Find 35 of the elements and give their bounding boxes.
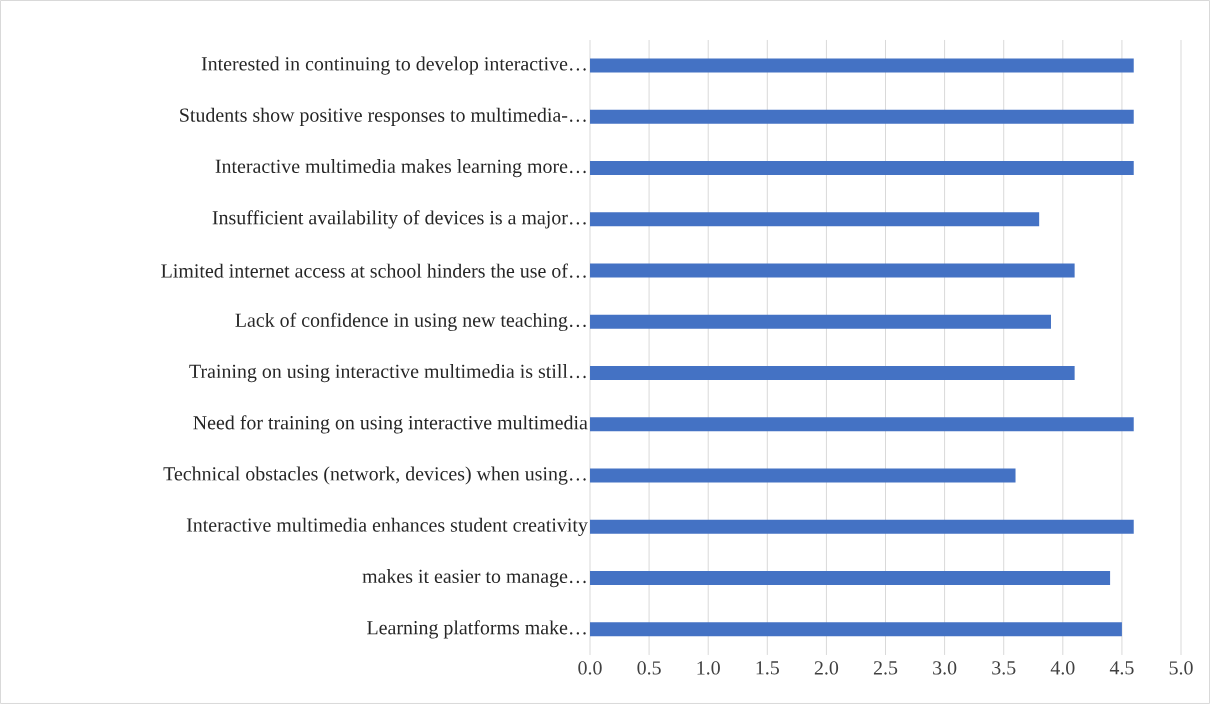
- bar: [590, 109, 1134, 124]
- x-tick-label: 3.0: [933, 661, 957, 675]
- bar: [590, 263, 1075, 278]
- bar: [590, 314, 1051, 329]
- x-tick-label: 2.0: [814, 661, 839, 675]
- bar: [590, 622, 1122, 637]
- y-tick-label: Insufficient availability of devices is a major…: [212, 210, 586, 229]
- y-tick-label: Lack of confidence in using new teaching…: [235, 312, 586, 332]
- y-tick-label: Students show positive responses to multimedia-…: [180, 107, 586, 126]
- y-tick-label: Learning platforms make…: [367, 620, 586, 639]
- x-tick-label: 3.5: [992, 661, 1016, 675]
- bar: [590, 58, 1134, 73]
- x-tick-label: 5.0: [1169, 661, 1193, 675]
- x-tick-label: 1.0: [697, 661, 720, 675]
- y-tick-label: Training on using interactive multimedia is still…: [189, 364, 586, 383]
- x-tick-label: 2.5: [873, 661, 898, 675]
- x-tick-label: 4.5: [1109, 661, 1134, 675]
- y-tick-label: makes it easier to manage…: [362, 569, 586, 588]
- x-tick-label: 0.0: [578, 661, 602, 675]
- y-tick-label: Interactive multimedia enhances student creativity: [186, 517, 588, 536]
- bar: [590, 468, 1016, 483]
- y-tick-label: Technical obstacles (network, devices) when using…: [163, 466, 586, 485]
- bar: [590, 571, 1111, 586]
- x-tick-label: 1.5: [756, 661, 779, 675]
- y-tick-label: Need for training on using interactive multimedia: [193, 415, 588, 434]
- bar: [590, 212, 1040, 227]
- y-tick-label: Interactive multimedia makes learning more…: [215, 159, 586, 178]
- bar: [590, 417, 1134, 432]
- y-tick-label: Interested in continuing to develop interactive…: [201, 56, 586, 75]
- x-tick-label: 4.0: [1050, 661, 1075, 675]
- y-tick-label: Limited internet access at school hinders the use of…: [161, 263, 586, 278]
- bar: [590, 366, 1075, 381]
- x-tick-label: 0.5: [637, 661, 661, 675]
- bar: [590, 519, 1134, 534]
- bar: [590, 161, 1134, 176]
